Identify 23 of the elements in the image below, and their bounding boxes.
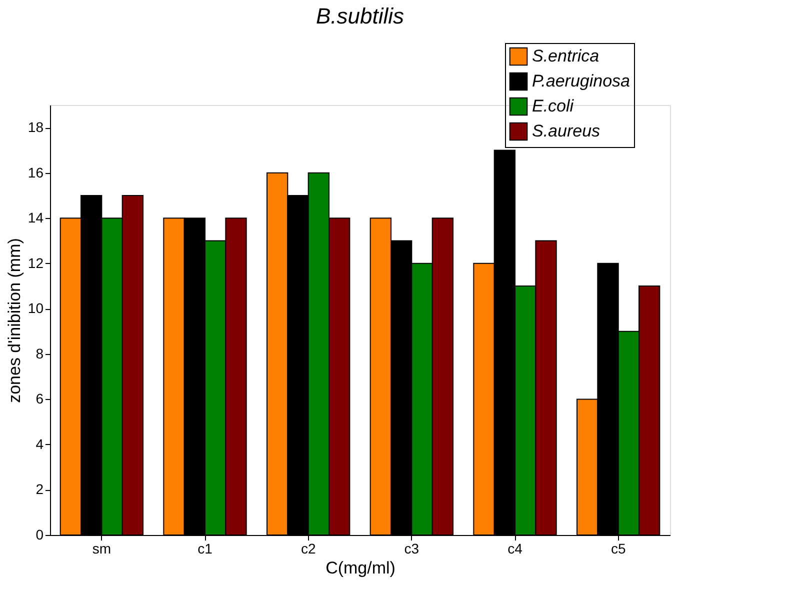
y-tick-label: 12 (28, 254, 44, 271)
chart-title: B.subtilis (316, 4, 404, 28)
y-axis-title: zones d'inibition (mm) (4, 238, 24, 403)
y-tick-label: 2 (36, 481, 44, 498)
x-tick-label: c1 (198, 540, 213, 556)
x-tick-label: c2 (300, 540, 316, 556)
legend-label: S.aureus (532, 122, 601, 140)
y-tick-label: 0 (36, 526, 44, 542)
y-tick-label: 10 (28, 300, 44, 316)
legend-label: S.entrica (532, 46, 600, 66)
y-tick-label: 18 (28, 119, 44, 136)
y-tick-label: 16 (28, 164, 44, 180)
y-tick-label: 14 (28, 210, 44, 226)
x-tick-label: c5 (610, 540, 626, 556)
legend-label: P.aeruginosa (532, 72, 630, 90)
x-axis-title: C(mg/ml) (326, 558, 396, 578)
y-tick-label: 4 (36, 436, 44, 452)
x-tick-label: c3 (404, 540, 420, 556)
y-tick-label: 8 (36, 345, 44, 362)
y-tick-label: 6 (36, 390, 44, 407)
x-tick-label: c4 (508, 540, 523, 556)
x-tick-label: sm (92, 540, 112, 556)
legend-label: E.coli (532, 96, 575, 116)
